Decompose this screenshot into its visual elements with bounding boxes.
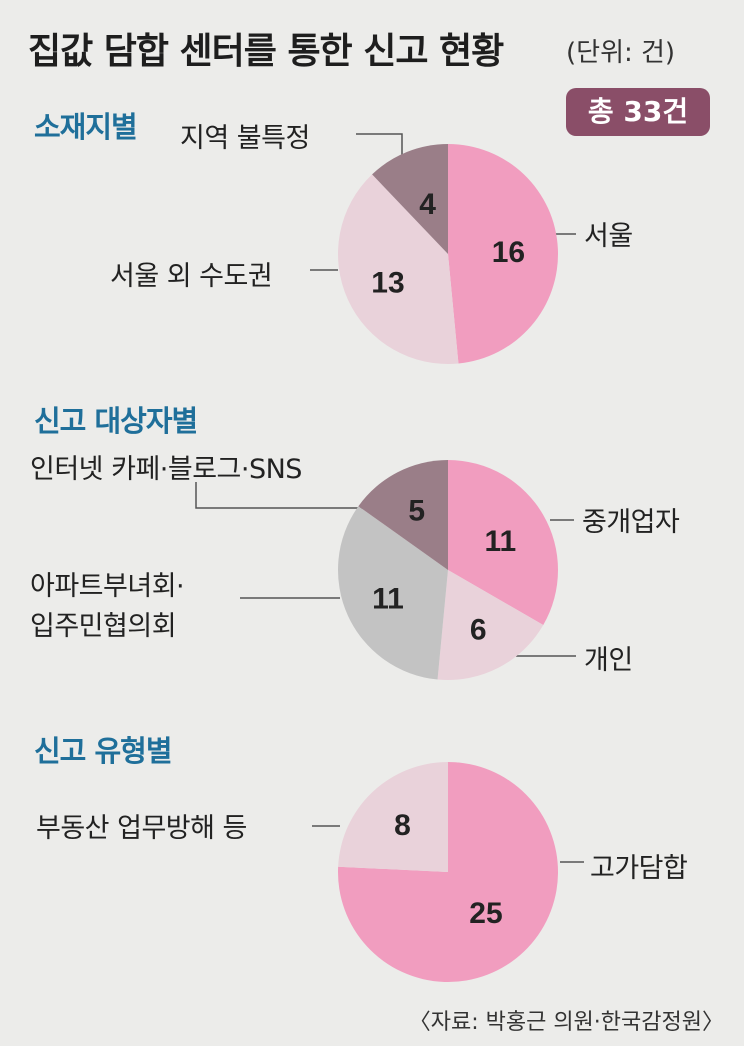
- slice-broker: [448, 460, 558, 625]
- value-metro: 13: [371, 266, 404, 299]
- label-individual: 개인: [584, 645, 633, 676]
- leader-lines: [195, 133, 584, 863]
- label-price-collusion: 고가담합: [590, 853, 688, 884]
- slice-apt-assoc: [337, 506, 448, 680]
- value-seoul: 16: [492, 236, 525, 269]
- slice-obstruction: [338, 762, 448, 872]
- label-apt-assoc-2: 입주민협의회: [30, 611, 177, 642]
- unit-note: (단위: 건): [566, 38, 676, 68]
- chart2-title: 신고 대상자별: [34, 404, 198, 438]
- label-internet: 인터넷 카페·블로그·SNS: [30, 454, 302, 485]
- leader-internet: [195, 482, 366, 509]
- slice-seoul: [448, 144, 559, 364]
- value-internet: 5: [408, 494, 425, 527]
- source-note: 〈자료: 박홍근 의원·한국감정원〉: [408, 1010, 724, 1035]
- leader-unspecified: [356, 133, 403, 156]
- page-title: 집값 담합 센터를 통한 신고 현황: [28, 31, 504, 72]
- pie-target: 11 6 11 5: [337, 460, 558, 680]
- value-price-collusion: 25: [469, 897, 502, 930]
- label-obstruction: 부동산 업무방해 등: [36, 813, 247, 844]
- total-badge: 총 33건: [566, 88, 710, 136]
- label-apt-assoc-1: 아파트부녀회·: [30, 571, 185, 602]
- value-broker: 11: [485, 525, 517, 558]
- label-metro: 서울 외 수도권: [110, 261, 273, 292]
- pie-location: 16 13 4: [338, 144, 559, 364]
- value-apt-assoc: 11: [372, 582, 404, 615]
- slice-individual: [437, 570, 544, 680]
- slice-metro: [338, 174, 459, 364]
- label-seoul: 서울: [584, 221, 633, 252]
- label-unspecified: 지역 불특정: [180, 123, 310, 154]
- label-broker: 중개업자: [582, 507, 680, 538]
- value-unspecified: 4: [419, 188, 436, 221]
- value-obstruction: 8: [394, 809, 411, 842]
- slice-unspecified: [372, 144, 448, 254]
- pie-type: 25 8: [338, 762, 558, 982]
- slice-internet: [358, 460, 448, 570]
- chart3-title: 신고 유형별: [34, 734, 172, 768]
- value-individual: 6: [470, 614, 487, 647]
- chart1-title: 소재지별: [34, 110, 138, 144]
